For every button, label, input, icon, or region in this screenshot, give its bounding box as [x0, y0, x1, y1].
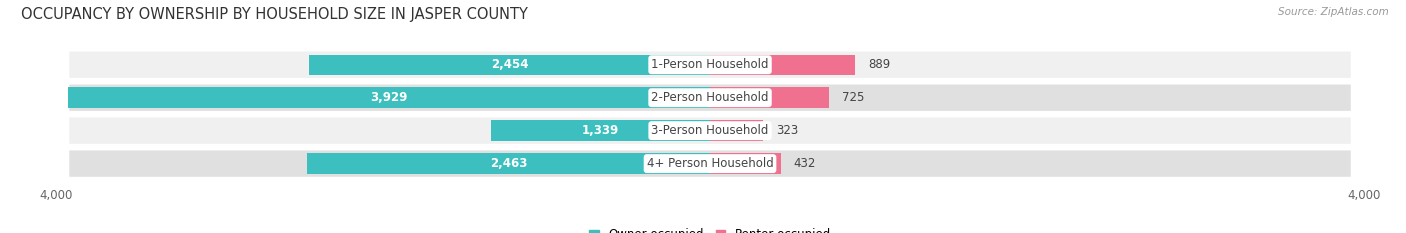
Text: 1,339: 1,339 [582, 124, 619, 137]
Bar [67, 87, 710, 108]
Bar [308, 153, 710, 174]
Text: 2-Person Household: 2-Person Household [651, 91, 769, 104]
Bar [309, 55, 710, 75]
Text: 323: 323 [776, 124, 799, 137]
Text: 3,929: 3,929 [370, 91, 408, 104]
Text: 889: 889 [869, 58, 890, 71]
Text: 725: 725 [842, 91, 863, 104]
Text: 3-Person Household: 3-Person Household [651, 124, 769, 137]
Bar [710, 120, 763, 141]
FancyBboxPatch shape [69, 51, 1351, 78]
FancyBboxPatch shape [69, 85, 1351, 111]
Text: 4+ Person Household: 4+ Person Household [647, 157, 773, 170]
Text: 2,463: 2,463 [491, 157, 527, 170]
Bar [710, 87, 828, 108]
FancyBboxPatch shape [69, 117, 1351, 144]
Bar [491, 120, 710, 141]
Text: 432: 432 [794, 157, 815, 170]
FancyBboxPatch shape [69, 151, 1351, 177]
Text: 1-Person Household: 1-Person Household [651, 58, 769, 71]
Legend: Owner-occupied, Renter-occupied: Owner-occupied, Renter-occupied [585, 224, 835, 233]
Text: OCCUPANCY BY OWNERSHIP BY HOUSEHOLD SIZE IN JASPER COUNTY: OCCUPANCY BY OWNERSHIP BY HOUSEHOLD SIZE… [21, 7, 529, 22]
Bar [710, 153, 780, 174]
Bar [710, 55, 855, 75]
Text: Source: ZipAtlas.com: Source: ZipAtlas.com [1278, 7, 1389, 17]
Text: 2,454: 2,454 [491, 58, 529, 71]
